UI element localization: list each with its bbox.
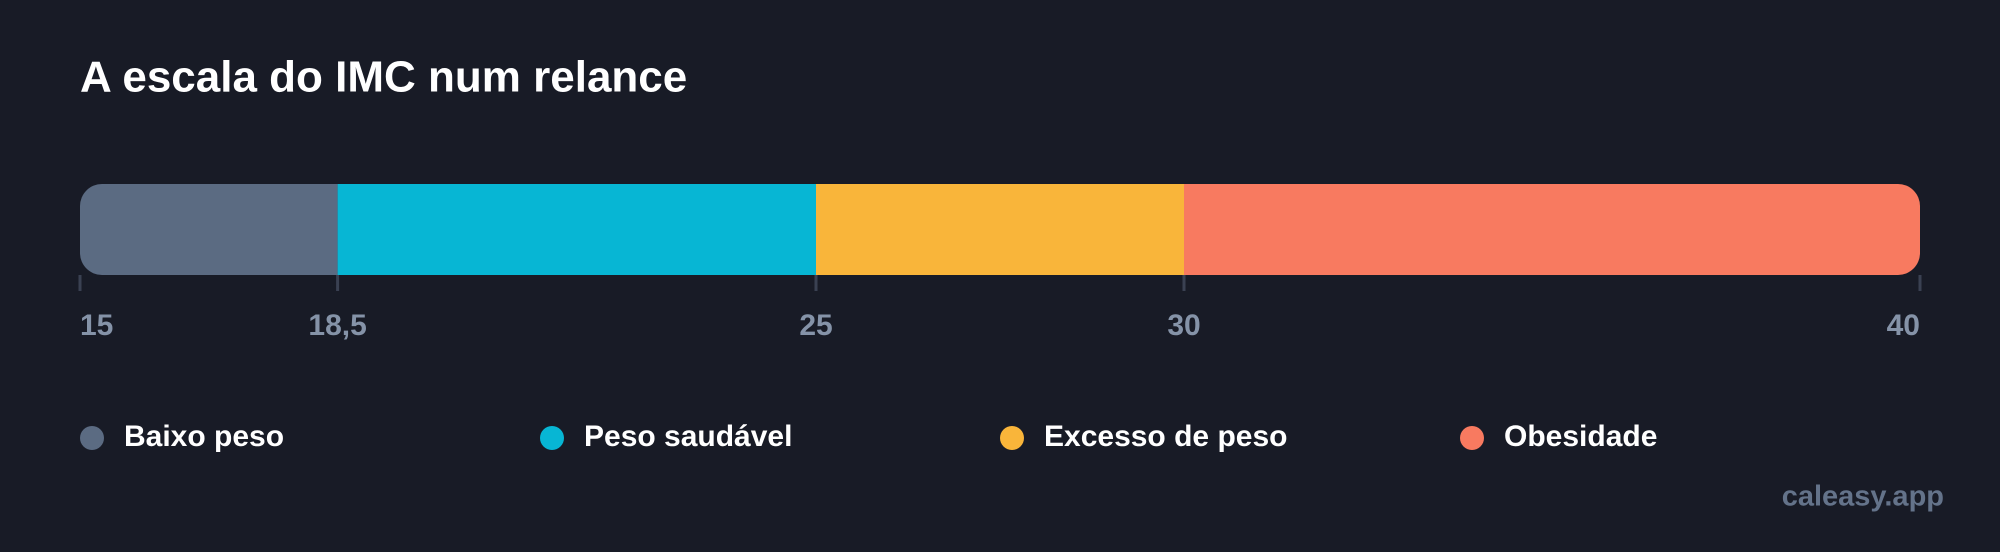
- bar-segment: [80, 184, 338, 275]
- bar-segment: [337, 184, 816, 275]
- bar-segment: [1184, 184, 1920, 275]
- legend-marker: [1460, 426, 1484, 450]
- x-tick-label: 15: [80, 309, 113, 342]
- x-tick-label: 30: [1167, 309, 1200, 342]
- legend-label: Obesidade: [1504, 420, 1657, 453]
- bar-group: [80, 184, 1920, 275]
- x-tick-label: 18,5: [308, 309, 366, 342]
- legend-marker: [80, 426, 104, 450]
- legend-marker: [540, 426, 564, 450]
- legend-label: Peso saudável: [584, 420, 792, 453]
- legend-label: Excesso de peso: [1044, 420, 1287, 453]
- legend-label: Baixo peso: [124, 420, 284, 453]
- watermark: caleasy.app: [1782, 481, 1944, 513]
- x-tick-label: 25: [799, 309, 832, 342]
- chart-title: A escala do IMC num relance: [80, 53, 687, 102]
- legend-marker: [1000, 426, 1024, 450]
- bar-segment: [816, 184, 1184, 275]
- x-tick-label: 40: [1887, 309, 1920, 342]
